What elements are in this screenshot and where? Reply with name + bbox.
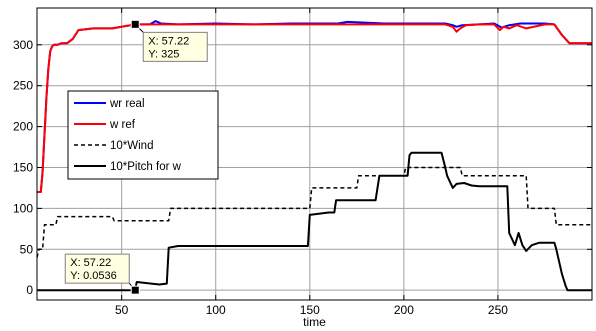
legend-label-3: 10*Pitch for w — [110, 161, 182, 173]
data-tip-y-1: Y: 0.0536 — [70, 270, 117, 282]
legend-label-1: w ref — [109, 119, 136, 131]
x-tick-label-0: 50 — [115, 303, 129, 317]
y-tick-label-5: 250 — [13, 79, 33, 93]
data-tip-marker-1 — [130, 285, 140, 295]
y-tick-label-4: 200 — [13, 120, 33, 134]
x-tick-label-1: 100 — [206, 303, 226, 317]
y-tick-label-0: 0 — [26, 283, 33, 297]
data-tip-y-0: Y: 325 — [148, 48, 179, 60]
plot-frame — [36, 7, 593, 301]
data-tip-x-0: X: 57.22 — [148, 35, 189, 47]
x-tick-label-2: 150 — [300, 303, 320, 317]
series-lines — [36, 20, 592, 292]
x-axis-label: time — [303, 315, 326, 329]
x-tick-label-3: 200 — [394, 303, 414, 317]
legend: wr real w ref 10*Wind 10*Pitch for w — [67, 90, 219, 180]
data-tip-x-1: X: 57.22 — [70, 257, 111, 269]
legend-label-0: wr real — [109, 98, 145, 110]
series-line-2 — [36, 166, 592, 258]
axis-ticks: 50 100 150 200 250 0 50 100 150 200 250 300 — [13, 8, 592, 317]
y-tick-label-1: 50 — [20, 242, 34, 256]
series-line-1 — [37, 23, 592, 193]
y-tick-label-3: 150 — [13, 160, 33, 174]
x-tick-label-4: 250 — [488, 303, 508, 317]
data-tip-marker-0 — [130, 19, 140, 29]
legend-box — [67, 90, 219, 180]
legend-label-2: 10*Wind — [110, 140, 153, 152]
data-tip-box-0 — [142, 31, 208, 62]
y-tick-label-6: 300 — [13, 38, 33, 52]
series-line-3 — [37, 151, 592, 292]
y-tick-label-2: 100 — [13, 201, 33, 215]
data-tip-box-1 — [64, 253, 130, 284]
